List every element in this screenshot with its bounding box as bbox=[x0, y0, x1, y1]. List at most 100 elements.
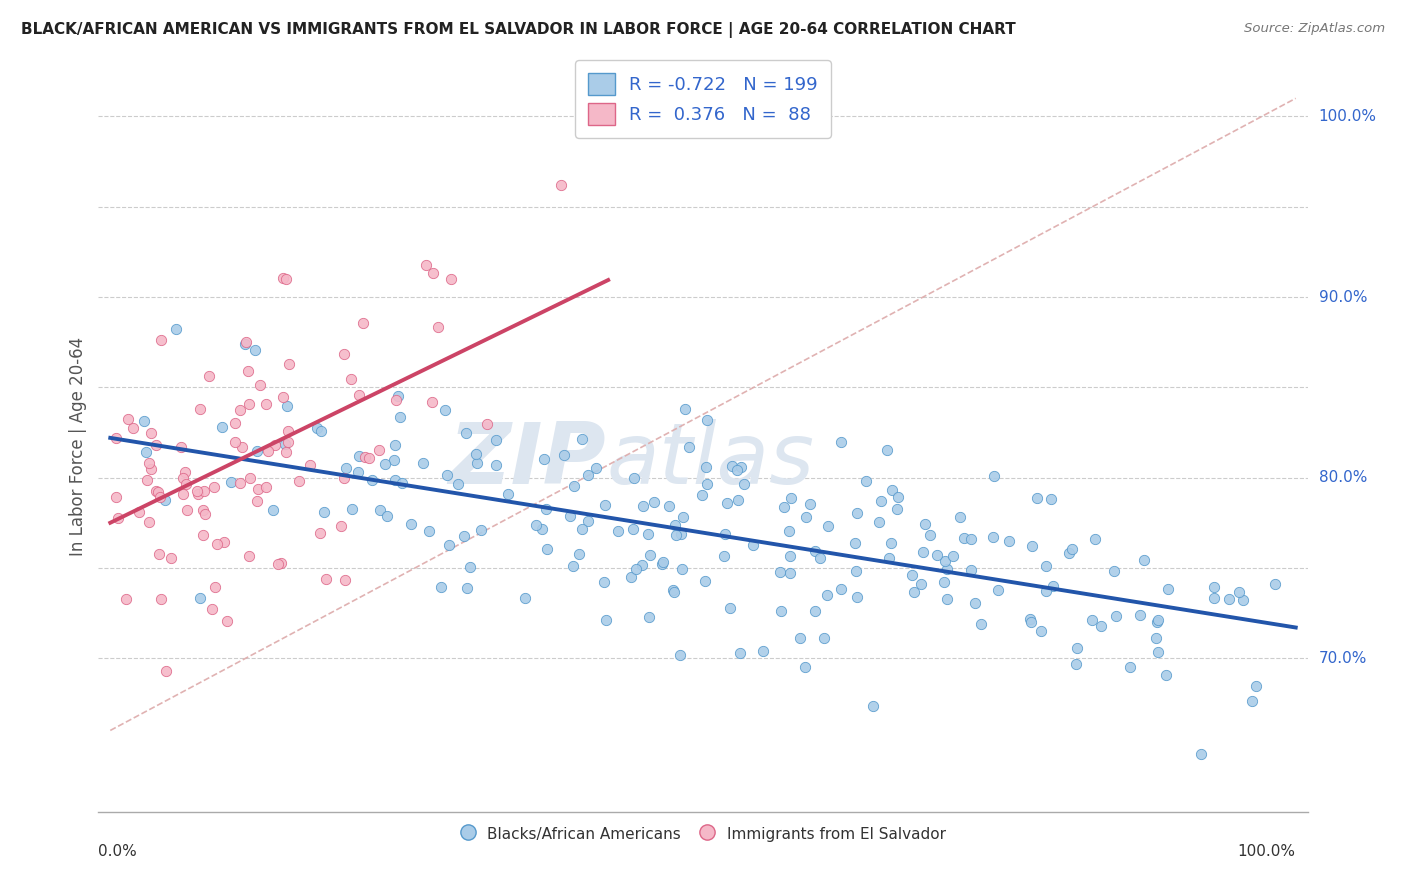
Point bbox=[773, 500, 796, 514]
Point bbox=[245, 343, 267, 357]
Point bbox=[794, 660, 817, 674]
Point bbox=[1102, 565, 1125, 579]
Point bbox=[308, 526, 330, 541]
Point bbox=[384, 438, 406, 452]
Point bbox=[640, 549, 662, 563]
Point bbox=[229, 402, 252, 417]
Point bbox=[347, 465, 370, 479]
Point bbox=[936, 562, 959, 576]
Point bbox=[733, 477, 755, 491]
Point bbox=[880, 536, 903, 550]
Point bbox=[138, 516, 160, 530]
Point bbox=[870, 494, 893, 508]
Point bbox=[288, 475, 311, 489]
Point bbox=[900, 568, 922, 582]
Point bbox=[1146, 615, 1168, 629]
Point bbox=[170, 440, 193, 454]
Point bbox=[673, 402, 696, 417]
Point bbox=[942, 549, 965, 564]
Point bbox=[1132, 553, 1154, 567]
Point bbox=[562, 558, 585, 573]
Point bbox=[936, 592, 959, 607]
Point bbox=[651, 557, 673, 571]
Point bbox=[165, 322, 187, 336]
Point bbox=[718, 601, 741, 615]
Point bbox=[115, 592, 138, 607]
Point bbox=[621, 522, 644, 536]
Point bbox=[105, 431, 128, 445]
Point bbox=[903, 585, 925, 599]
Point bbox=[669, 526, 692, 541]
Point bbox=[277, 425, 299, 439]
Point bbox=[270, 556, 292, 570]
Point bbox=[273, 270, 295, 285]
Point bbox=[536, 542, 558, 557]
Point bbox=[716, 496, 738, 510]
Point bbox=[335, 460, 357, 475]
Point bbox=[862, 699, 884, 714]
Point bbox=[437, 538, 460, 552]
Point bbox=[387, 389, 409, 403]
Point bbox=[868, 516, 890, 530]
Point bbox=[887, 490, 910, 504]
Point bbox=[384, 473, 406, 487]
Point bbox=[623, 471, 645, 485]
Point bbox=[1227, 584, 1250, 599]
Point bbox=[1144, 631, 1167, 645]
Point bbox=[1119, 660, 1142, 674]
Point bbox=[672, 510, 695, 524]
Point bbox=[224, 416, 246, 430]
Point bbox=[172, 471, 194, 485]
Point bbox=[643, 494, 665, 508]
Point bbox=[658, 500, 681, 514]
Point bbox=[193, 507, 215, 521]
Point bbox=[202, 480, 225, 494]
Point bbox=[215, 614, 238, 628]
Point bbox=[607, 524, 630, 538]
Point bbox=[690, 488, 713, 502]
Point bbox=[190, 591, 212, 605]
Point bbox=[536, 502, 558, 516]
Point bbox=[845, 507, 868, 521]
Point bbox=[276, 445, 298, 459]
Point bbox=[953, 531, 976, 545]
Point bbox=[440, 271, 463, 285]
Point bbox=[695, 459, 717, 474]
Point bbox=[730, 646, 752, 660]
Point bbox=[620, 570, 643, 584]
Point bbox=[271, 391, 294, 405]
Point bbox=[562, 479, 585, 493]
Point bbox=[238, 549, 260, 564]
Point bbox=[808, 551, 831, 566]
Point bbox=[1081, 614, 1104, 628]
Point bbox=[246, 482, 269, 496]
Point bbox=[456, 581, 478, 595]
Point bbox=[412, 456, 434, 470]
Text: 90.0%: 90.0% bbox=[1319, 290, 1367, 304]
Point bbox=[430, 580, 453, 594]
Point bbox=[382, 452, 405, 467]
Point bbox=[910, 577, 932, 591]
Point bbox=[1156, 668, 1178, 682]
Point bbox=[830, 435, 852, 450]
Point bbox=[779, 549, 801, 563]
Point bbox=[135, 444, 157, 458]
Point bbox=[983, 469, 1005, 483]
Point bbox=[415, 258, 437, 272]
Point bbox=[1240, 693, 1263, 707]
Point bbox=[934, 554, 956, 568]
Point bbox=[637, 527, 659, 541]
Point bbox=[172, 487, 194, 501]
Point bbox=[669, 648, 692, 662]
Point bbox=[107, 510, 129, 524]
Point bbox=[815, 588, 838, 602]
Point bbox=[778, 524, 800, 539]
Point bbox=[174, 466, 197, 480]
Point bbox=[235, 334, 257, 349]
Point bbox=[1218, 592, 1240, 607]
Point bbox=[333, 573, 356, 587]
Point bbox=[418, 524, 440, 538]
Point bbox=[329, 518, 352, 533]
Point bbox=[141, 462, 163, 476]
Point bbox=[804, 604, 827, 618]
